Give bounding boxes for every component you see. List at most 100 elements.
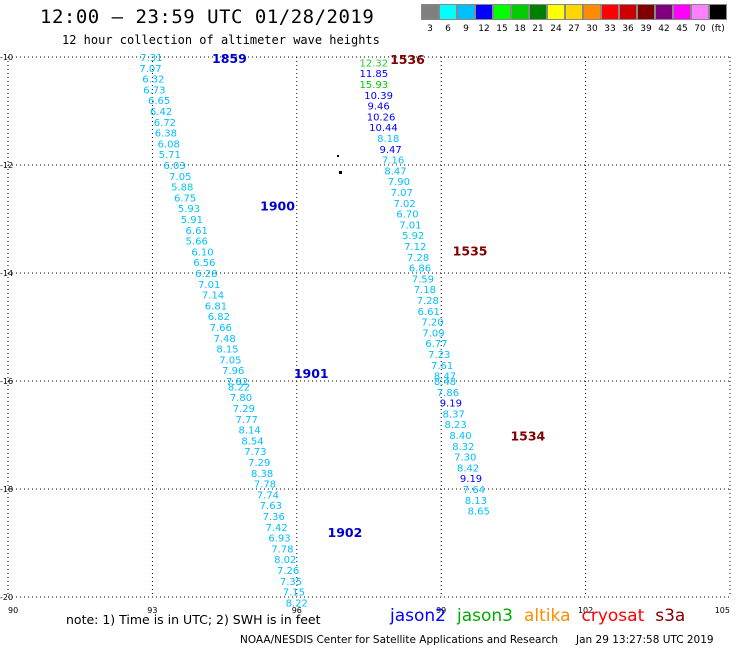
swh-value-label: 7.02 — [393, 199, 415, 210]
scale-label: 39 — [640, 24, 652, 34]
y-tick-label: -16 — [0, 377, 13, 386]
satellite-legend: jason2 jason3 altika cryosat s3a — [390, 606, 696, 626]
swh-value-label: 8.23 — [445, 420, 467, 431]
swh-value-label: 7.63 — [260, 501, 282, 512]
scale-swatch — [637, 4, 655, 20]
scale-swatch — [529, 4, 547, 20]
pass-time-label: 1901 — [294, 366, 329, 381]
swh-value-label: 6.75 — [174, 193, 196, 204]
legend-item-jason2: jason2 — [390, 606, 446, 626]
swh-value-label: 8.47 — [434, 372, 456, 383]
swh-value-label: 7.14 — [202, 291, 224, 302]
swh-value-label: 7.74 — [257, 490, 279, 501]
scale-label: 15 — [496, 24, 508, 34]
swh-value-label: 8.13 — [465, 496, 487, 507]
scale-label: 9 — [463, 24, 469, 34]
swh-value-label: 15.93 — [359, 80, 388, 91]
swh-value-label: 7.26 — [277, 566, 299, 577]
swh-value-label: 5.66 — [186, 237, 208, 248]
swh-value-label: 6.70 — [396, 210, 418, 221]
swh-value-label: 8.14 — [238, 426, 260, 437]
swh-value-label: 7.09 — [422, 328, 444, 339]
swh-value-label: 11.85 — [359, 69, 388, 80]
scale-swatch — [583, 4, 601, 20]
swh-value-label: 7.18 — [414, 285, 436, 296]
swh-value-label: 6.81 — [205, 301, 227, 312]
swh-value-label: 6.77 — [425, 339, 447, 350]
y-tick-label: -20 — [0, 593, 13, 602]
scale-swatch — [547, 4, 565, 20]
x-tick-label: 99 — [436, 606, 446, 615]
swh-value-label: 6.72 — [154, 118, 176, 129]
swh-value-label: 8.54 — [241, 436, 263, 447]
swh-value-label: 5.88 — [171, 183, 193, 194]
swh-value-label: 6.42 — [150, 107, 172, 118]
swh-value-label: 7.05 — [169, 172, 191, 183]
swh-value-label: 6.32 — [142, 75, 164, 86]
swh-value-label: 7.86 — [437, 388, 459, 399]
scale-swatch — [601, 4, 619, 20]
scale-swatch — [475, 4, 493, 20]
swh-value-label: 7.05 — [219, 355, 241, 366]
swh-value-label: 7.01 — [198, 280, 220, 291]
swh-value-label: 5.92 — [402, 231, 424, 242]
scale-swatch — [457, 4, 475, 20]
scale-label: 6 — [445, 24, 451, 34]
swh-value-label: 5.71 — [159, 150, 181, 161]
scale-swatch — [619, 4, 637, 20]
pass-time-label: 1534 — [510, 429, 545, 444]
swh-value-label: 6.82 — [208, 312, 230, 323]
swh-value-label: 8.02 — [274, 555, 296, 566]
swh-value-label: 8.32 — [452, 442, 474, 453]
swh-value-label: 8.40 — [449, 431, 471, 442]
swh-value-label: 7.90 — [388, 177, 410, 188]
credit-line: NOAA/NESDIS Center for Satellite Applica… — [240, 634, 732, 646]
y-tick-label: -18 — [0, 485, 13, 494]
y-tick-label: -14 — [0, 269, 13, 278]
scale-label: 27 — [568, 24, 580, 34]
swh-value-label: 7.23 — [428, 350, 450, 361]
island-mark — [337, 155, 339, 157]
swh-value-label: 7.29 — [248, 458, 270, 469]
scale-swatch — [421, 4, 439, 20]
scale-swatch — [673, 4, 691, 20]
swh-value-label: 7.78 — [254, 480, 276, 491]
swh-value-label: 6.56 — [193, 258, 215, 269]
swh-value-label: 12.32 — [359, 58, 388, 69]
scale-swatch — [511, 4, 529, 20]
y-tick-label: -12 — [0, 161, 13, 170]
swh-value-label: 7.16 — [382, 156, 404, 167]
swh-value-label: 8.37 — [443, 409, 465, 420]
legend-item-altika: altika — [524, 606, 571, 626]
swh-value-label: 8.15 — [216, 345, 238, 356]
x-tick-label: 105 — [715, 606, 730, 615]
swh-value-label: 7.78 — [271, 544, 293, 555]
scale-label: 18 — [514, 24, 526, 34]
swh-value-label: 7.80 — [230, 393, 252, 404]
y-tick-label: -10 — [0, 53, 13, 62]
swh-value-label: 6.86 — [409, 264, 431, 275]
swh-value-label: 7.28 — [407, 253, 429, 264]
swh-value-label: 8.22 — [286, 598, 308, 609]
credit-text: NOAA/NESDIS Center for Satellite Applica… — [240, 634, 558, 646]
pass-time-label: 1536 — [390, 52, 425, 67]
swh-value-label: 7.31 — [140, 53, 162, 64]
swh-value-label: 7.42 — [265, 523, 287, 534]
swh-value-label: 7.59 — [412, 274, 434, 285]
swh-value-label: 9.19 — [460, 474, 482, 485]
swh-value-label: 8.47 — [384, 166, 406, 177]
swh-value-label: 6.93 — [268, 534, 290, 545]
swh-value-label: 8.42 — [457, 463, 479, 474]
swh-value-label: 7.30 — [454, 453, 476, 464]
pass-time-label: 1535 — [453, 243, 488, 258]
swh-value-label: 9.47 — [380, 145, 402, 156]
swh-value-label: 8.18 — [377, 134, 399, 145]
scale-label: 24 — [550, 24, 562, 34]
swh-value-label: 6.28 — [195, 269, 217, 280]
scale-swatch — [709, 4, 727, 20]
scale-label: 42 — [658, 24, 670, 34]
scale-swatch — [439, 4, 457, 20]
swh-value-label: 7.61 — [431, 361, 453, 372]
scale-label: 3 — [427, 24, 433, 34]
